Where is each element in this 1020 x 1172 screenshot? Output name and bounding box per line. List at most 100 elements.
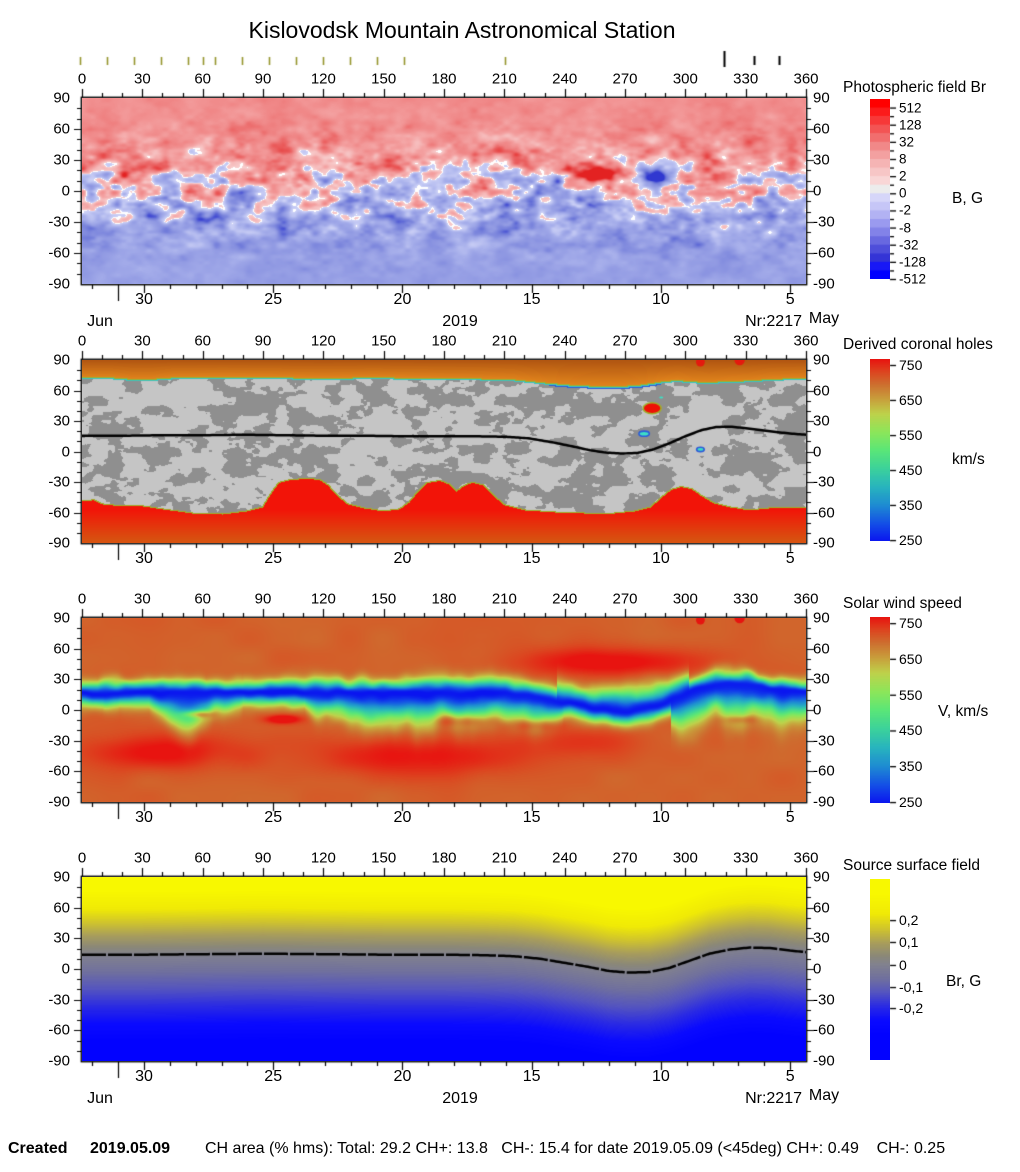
lat-tick-label-right: -60 bbox=[813, 1021, 835, 1039]
lat-tick-label-right: 60 bbox=[813, 640, 830, 658]
year-label: 2019 bbox=[442, 313, 478, 330]
lon-tick-label: 120 bbox=[310, 332, 336, 350]
lon-tick-label: 90 bbox=[254, 70, 272, 88]
colorbar-tick-label: 512 bbox=[899, 100, 922, 116]
lon-tick-label: 300 bbox=[672, 332, 698, 350]
colorbar-tick-label: 0,2 bbox=[899, 912, 919, 929]
month-label-may: May bbox=[808, 310, 840, 327]
lat-tick-label-left: 30 bbox=[53, 412, 70, 430]
lat-tick-label-left: -30 bbox=[48, 732, 70, 750]
lon-tick-label: 360 bbox=[793, 590, 819, 608]
map-canvas-photospheric-field bbox=[82, 98, 806, 284]
lat-tick-label-right: -60 bbox=[813, 244, 835, 262]
colorbar-tick-label: 550 bbox=[899, 427, 923, 444]
lon-tick-label: 210 bbox=[491, 332, 517, 350]
lat-tick-label-left: -30 bbox=[48, 213, 70, 231]
lon-tick-label: 30 bbox=[133, 70, 151, 88]
ch-area-summary: CH area (% hms): Total: 29.2 CH+: 13.8 C… bbox=[205, 1140, 946, 1157]
lat-tick-label-right: 0 bbox=[813, 443, 822, 460]
lon-tick-label: 270 bbox=[612, 849, 638, 867]
date-tick-label: 5 bbox=[785, 291, 795, 308]
lat-tick-label-left: -60 bbox=[48, 504, 70, 521]
lat-tick-label-left: 90 bbox=[53, 868, 70, 886]
lat-tick-label-left: 0 bbox=[61, 182, 70, 200]
lat-tick-label-left: -90 bbox=[48, 275, 70, 293]
colorbar-tick-label: 0 bbox=[899, 185, 907, 201]
created-label: Created bbox=[8, 1140, 68, 1157]
date-tick-label: 15 bbox=[522, 1068, 541, 1085]
lon-tick-label: 240 bbox=[552, 332, 578, 350]
date-tick-label: 20 bbox=[393, 809, 412, 826]
lat-tick-label-right: 0 bbox=[813, 182, 822, 200]
carrington-number: Nr:2217 bbox=[745, 1090, 802, 1107]
colorbar-tick-label: 8 bbox=[899, 151, 907, 167]
lat-tick-label-left: 0 bbox=[61, 960, 70, 978]
lon-tick-label: 210 bbox=[491, 70, 517, 88]
lat-tick-label-right: -90 bbox=[813, 1052, 835, 1070]
lon-tick-label: 120 bbox=[310, 849, 336, 867]
lat-tick-label-left: -30 bbox=[48, 473, 70, 491]
lat-tick-label-left: 60 bbox=[53, 899, 70, 917]
colorbar-tick-label: 650 bbox=[899, 650, 923, 667]
lat-tick-label-left: -90 bbox=[48, 793, 70, 811]
lon-tick-label: 0 bbox=[77, 849, 87, 867]
lon-tick-label: 120 bbox=[310, 70, 336, 88]
month-label-jun: Jun bbox=[87, 1090, 113, 1107]
lon-tick-label: 90 bbox=[254, 849, 272, 867]
date-tick-label: 25 bbox=[264, 809, 283, 826]
lat-tick-label-left: 60 bbox=[53, 640, 70, 658]
lat-tick-label-right: 60 bbox=[813, 120, 830, 138]
lon-tick-label: 90 bbox=[254, 332, 272, 350]
colorbar-photospheric bbox=[870, 99, 890, 279]
lon-tick-label: 180 bbox=[431, 332, 457, 350]
lon-tick-label: 240 bbox=[552, 590, 578, 608]
colorbar-title: Solar wind speed bbox=[843, 595, 962, 612]
colorbar-tick-label: -32 bbox=[899, 237, 919, 253]
colorbar-tick-label: 128 bbox=[899, 117, 922, 133]
lat-tick-label-left: -60 bbox=[48, 1021, 70, 1039]
lat-tick-label-left: -90 bbox=[48, 1052, 70, 1070]
lat-tick-label-left: -90 bbox=[48, 534, 70, 552]
carrington-number: Nr:2217 bbox=[745, 313, 802, 330]
date-tick-label: 25 bbox=[264, 291, 283, 308]
date-tick-label: 20 bbox=[393, 1068, 412, 1085]
lon-tick-label: 30 bbox=[133, 332, 151, 350]
date-tick-label: 10 bbox=[652, 1068, 670, 1085]
colorbar-tick-label: -2 bbox=[899, 202, 912, 218]
lon-tick-label: 150 bbox=[371, 849, 397, 867]
month-label-may: May bbox=[808, 1087, 840, 1104]
colorbar-tick-label: -0,2 bbox=[899, 1000, 924, 1017]
lon-tick-label: 240 bbox=[552, 70, 578, 88]
lat-tick-label-left: 60 bbox=[53, 382, 70, 399]
colorbar-source-surface bbox=[870, 879, 890, 1060]
lon-tick-label: 0 bbox=[77, 70, 87, 88]
colorbar-tick-label: 350 bbox=[899, 496, 923, 513]
date-tick-label: 5 bbox=[785, 809, 795, 826]
lat-tick-label-right: 0 bbox=[813, 960, 822, 978]
lat-tick-label-left: -30 bbox=[48, 991, 70, 1009]
date-tick-label: 10 bbox=[652, 550, 670, 567]
lon-tick-label: 150 bbox=[371, 332, 397, 350]
date-tick-label: 30 bbox=[135, 550, 153, 567]
colorbar-coronal-holes bbox=[870, 359, 890, 541]
date-tick-label: 30 bbox=[135, 291, 153, 308]
lat-tick-label-right: 90 bbox=[813, 89, 830, 107]
date-tick-label: 10 bbox=[652, 291, 670, 308]
lat-tick-label-right: 30 bbox=[813, 151, 830, 169]
lon-tick-label: 60 bbox=[194, 590, 211, 608]
lat-tick-label-right: 90 bbox=[813, 868, 830, 886]
colorbar-tick-label: 32 bbox=[899, 134, 915, 150]
lat-tick-label-left: 0 bbox=[61, 443, 70, 460]
lat-tick-label-right: 60 bbox=[813, 382, 830, 399]
lat-tick-label-left: -60 bbox=[48, 244, 70, 262]
colorbar-tick-label: 550 bbox=[899, 686, 923, 703]
date-tick-label: 20 bbox=[393, 291, 412, 308]
lon-tick-label: 300 bbox=[672, 849, 698, 867]
colorbar-wind-speed bbox=[870, 617, 890, 803]
lon-tick-label: 270 bbox=[612, 590, 638, 608]
date-tick-label: 10 bbox=[652, 809, 670, 826]
lon-tick-label: 60 bbox=[194, 332, 211, 350]
lon-tick-label: 360 bbox=[793, 849, 819, 867]
colorbar-tick-label: 750 bbox=[899, 615, 923, 632]
lon-tick-label: 210 bbox=[491, 590, 517, 608]
